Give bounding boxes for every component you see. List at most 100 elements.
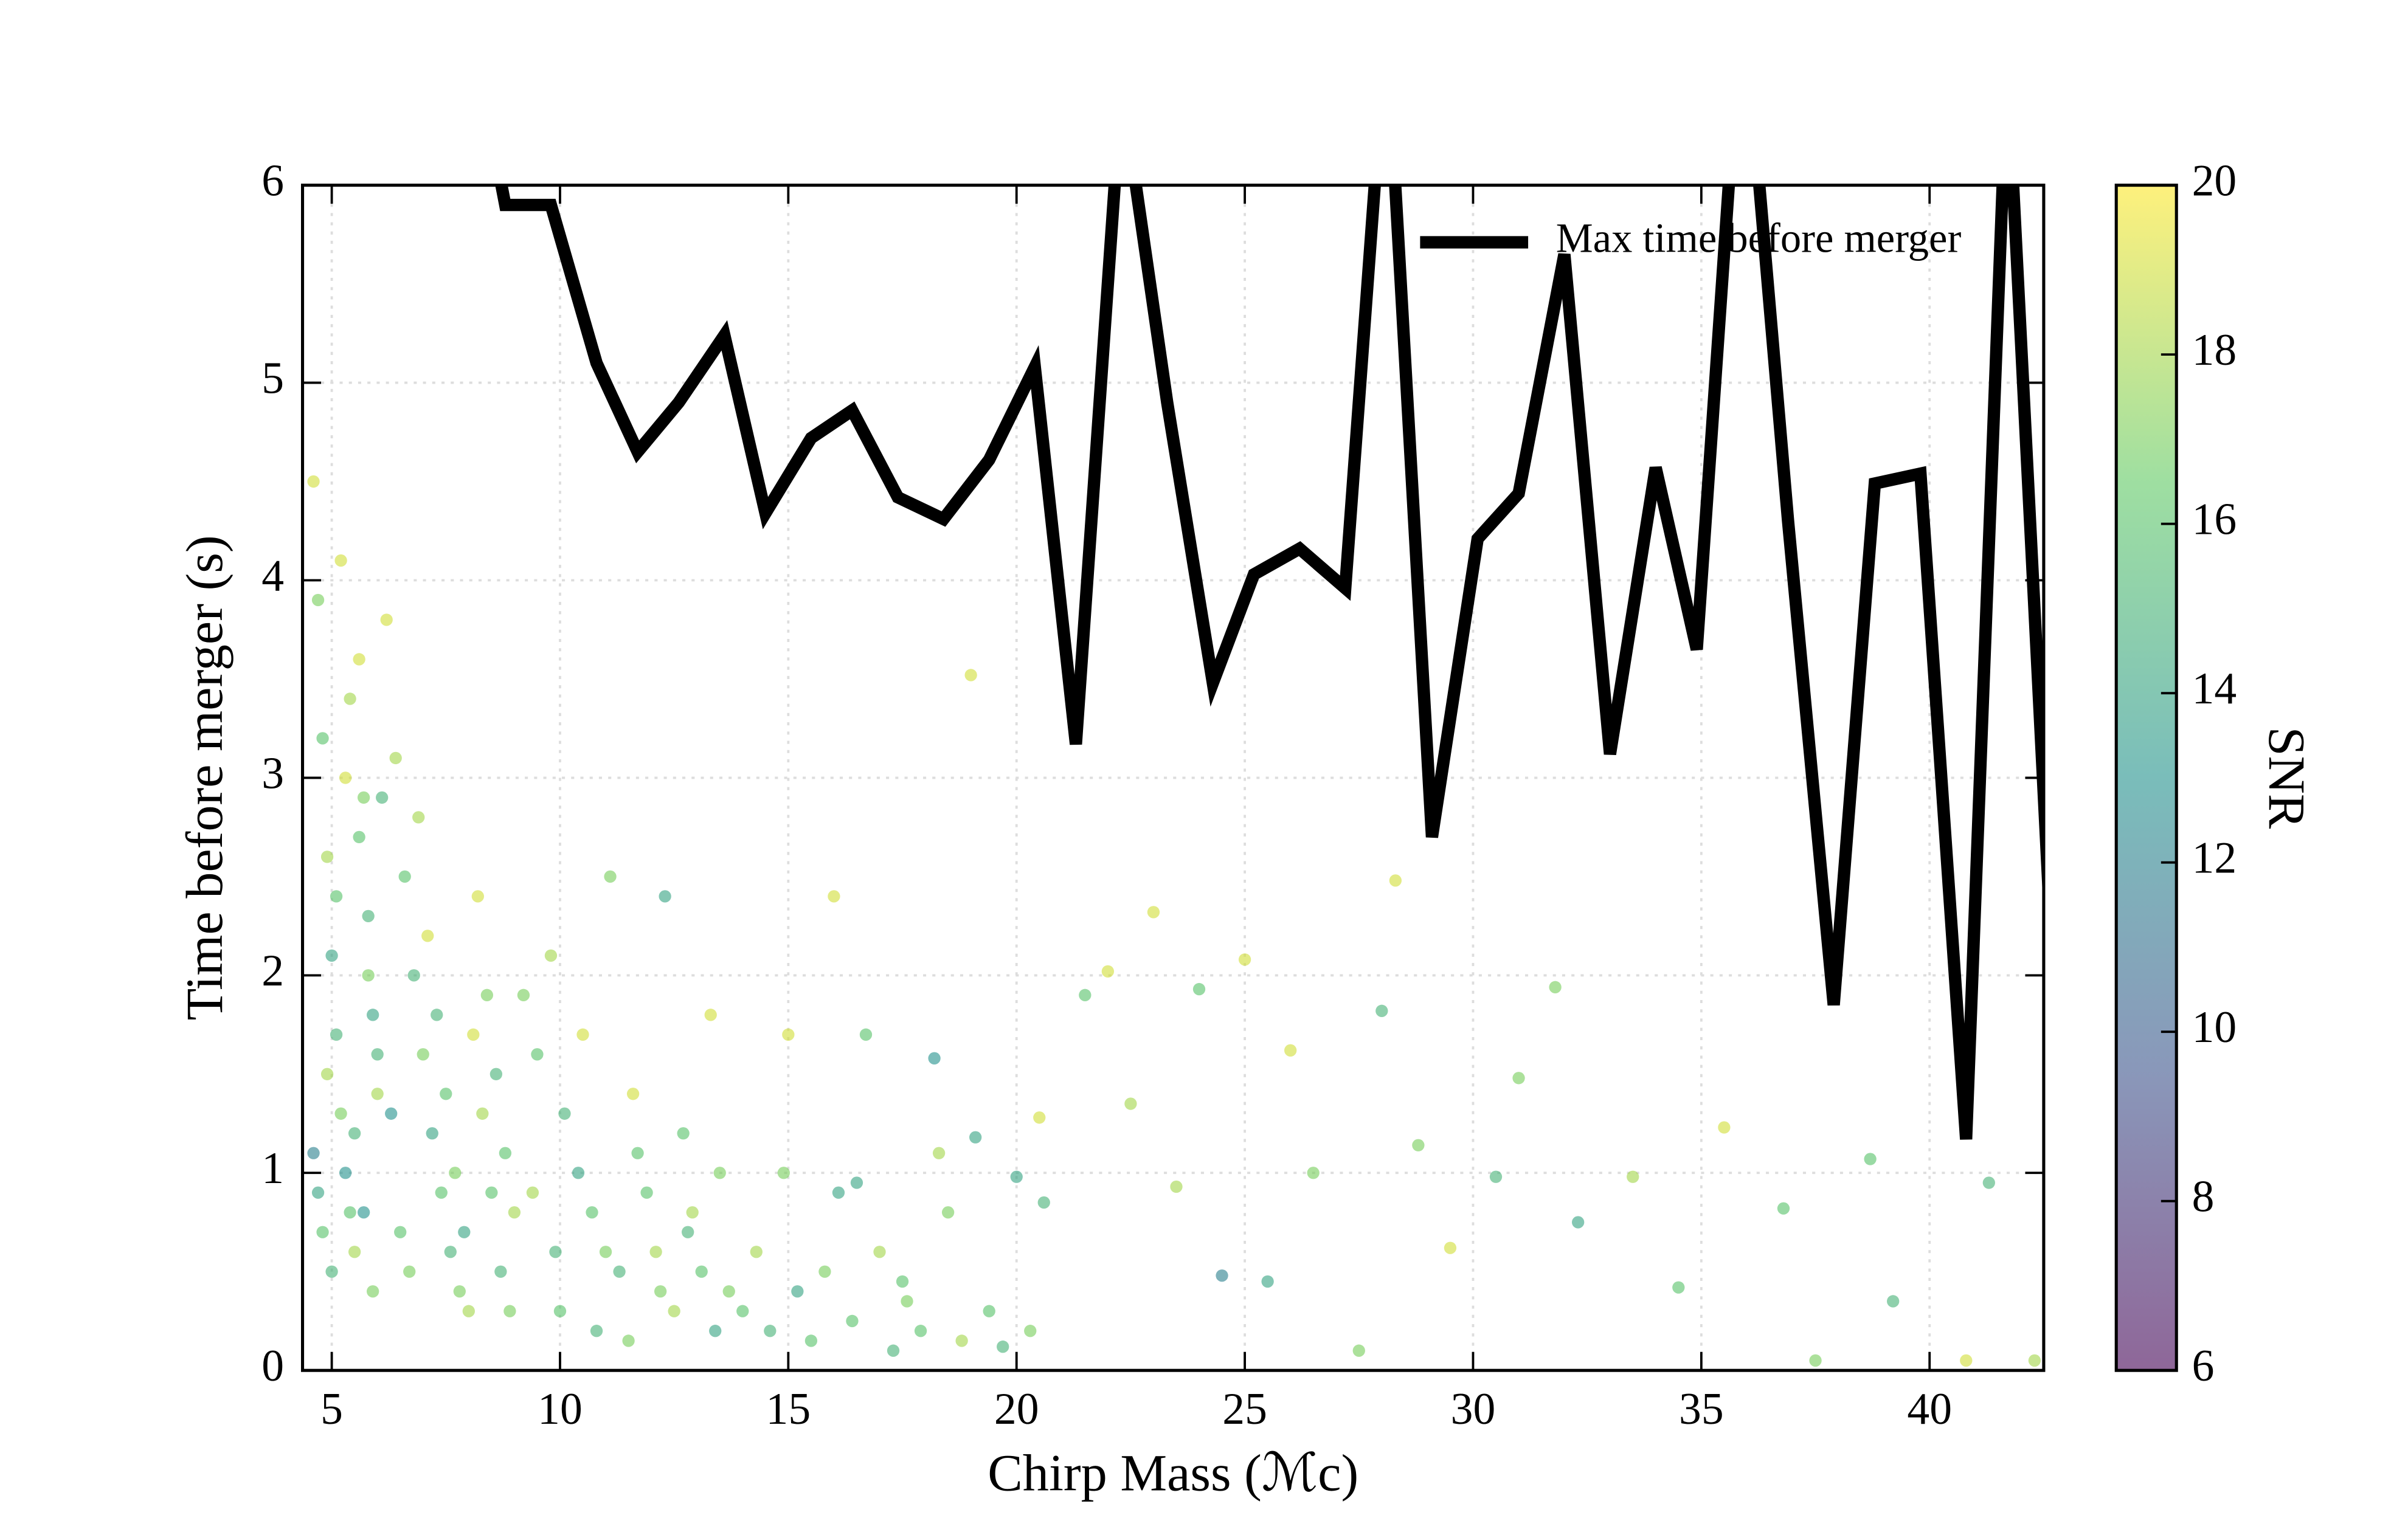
y-tick-label: 2 — [261, 945, 284, 995]
scatter-point — [613, 1265, 626, 1278]
scatter-point — [682, 1226, 694, 1238]
scatter-point — [1216, 1269, 1228, 1282]
scatter-point — [389, 751, 402, 765]
x-tick-label: 40 — [1907, 1384, 1952, 1434]
scatter-point — [334, 1107, 347, 1120]
scatter-point — [983, 1305, 995, 1317]
scatter-point — [873, 1246, 886, 1258]
scatter-point — [572, 1167, 585, 1179]
scatter-point — [485, 1186, 498, 1199]
scatter-point — [362, 969, 375, 982]
scatter-point — [932, 1147, 946, 1159]
scatter-point — [887, 1344, 900, 1357]
scatter-point — [367, 1285, 379, 1298]
scatter-point — [777, 1167, 790, 1179]
scatter-point — [2028, 1354, 2041, 1367]
scatter-point — [325, 949, 338, 962]
scatter-point — [896, 1275, 909, 1288]
scatter-point — [791, 1285, 804, 1298]
scatter-point — [686, 1206, 699, 1219]
scatter-point — [553, 1305, 567, 1317]
scatter-point — [316, 1226, 329, 1238]
scatter-point — [320, 1068, 334, 1080]
scatter-point — [344, 692, 356, 705]
scatter-point — [750, 1246, 763, 1258]
scatter-point — [444, 1246, 457, 1258]
scatter-point — [1627, 1170, 1639, 1183]
scatter-point — [320, 851, 334, 863]
scatter-point — [1124, 1097, 1137, 1110]
scatter-point — [640, 1186, 653, 1199]
y-tick-label: 6 — [261, 156, 284, 205]
x-axis-label: Chirp Mass (ℳc) — [988, 1444, 1358, 1502]
scatter-point — [398, 870, 411, 883]
colorbar-tick-label: 12 — [2192, 833, 2237, 883]
line — [495, 185, 2044, 1140]
scatter-point — [1887, 1295, 1900, 1308]
scatter-point — [622, 1334, 635, 1347]
scatter-point — [494, 1265, 507, 1278]
scatter-point — [330, 890, 343, 903]
scatter-point — [353, 653, 365, 666]
scatter-point — [508, 1206, 521, 1219]
y-tick-label: 3 — [261, 748, 284, 798]
scatter-point — [1238, 953, 1251, 966]
scatter-point — [1284, 1044, 1297, 1057]
scatter-point — [330, 1028, 343, 1041]
scatter-point — [1412, 1139, 1425, 1151]
scatter-point — [1672, 1281, 1685, 1294]
scatter-point — [832, 1186, 845, 1199]
scatter-point — [654, 1285, 667, 1298]
scatter-point — [339, 1167, 352, 1179]
scatter-point — [969, 1131, 982, 1144]
scatter-point — [928, 1052, 941, 1064]
scatter-point — [1170, 1180, 1183, 1193]
scatter-point — [371, 1048, 384, 1061]
scatter-point — [453, 1285, 466, 1298]
scatter-point — [695, 1265, 708, 1278]
scatter-point — [955, 1334, 968, 1347]
scatter-point — [476, 1107, 489, 1120]
colorbar-tick-label: 10 — [2192, 1002, 2237, 1052]
scatter-point — [859, 1028, 873, 1041]
scatter-point — [1489, 1170, 1503, 1183]
x-tick-label: 25 — [1222, 1384, 1267, 1434]
scatter-point — [431, 1009, 443, 1021]
colorbar-tick-label: 6 — [2192, 1340, 2215, 1390]
scatter-point — [1079, 989, 1092, 1001]
scatter-point — [804, 1334, 818, 1347]
scatter-point — [471, 890, 484, 903]
scatter-point — [1375, 1004, 1388, 1017]
scatter-point — [1777, 1202, 1790, 1215]
scatter-point — [1389, 874, 1402, 887]
scatter-point — [1261, 1275, 1274, 1288]
x-tick-label: 35 — [1679, 1384, 1724, 1434]
scatter-point — [385, 1107, 398, 1120]
scatter-point — [901, 1295, 913, 1308]
scatter-point — [1307, 1167, 1320, 1179]
scatter-point — [722, 1285, 735, 1298]
scatter-point — [1037, 1196, 1050, 1209]
scatter-point — [1192, 982, 1206, 996]
scatter-point — [599, 1246, 612, 1258]
scatter-point — [941, 1206, 955, 1219]
colorbar-label: SNR — [2258, 726, 2316, 829]
scatter-point — [362, 909, 375, 923]
scatter-point — [1101, 965, 1115, 978]
y-tick-label: 4 — [261, 550, 284, 600]
scatter-point — [348, 1246, 361, 1258]
scatter-point — [1512, 1072, 1525, 1085]
scatter-point — [677, 1127, 690, 1140]
scatter-point — [307, 1147, 320, 1159]
x-tick-label: 20 — [994, 1384, 1039, 1434]
colorbar-tick-label: 14 — [2192, 663, 2237, 713]
scatter-point — [736, 1305, 749, 1317]
scatter-point — [668, 1305, 680, 1317]
scatter-point — [1024, 1325, 1037, 1337]
scatter-point — [850, 1176, 863, 1189]
colorbar-tick-label: 16 — [2192, 494, 2237, 544]
scatter-point — [782, 1028, 795, 1041]
scatter-point — [367, 1009, 379, 1021]
scatter-point — [407, 969, 420, 982]
